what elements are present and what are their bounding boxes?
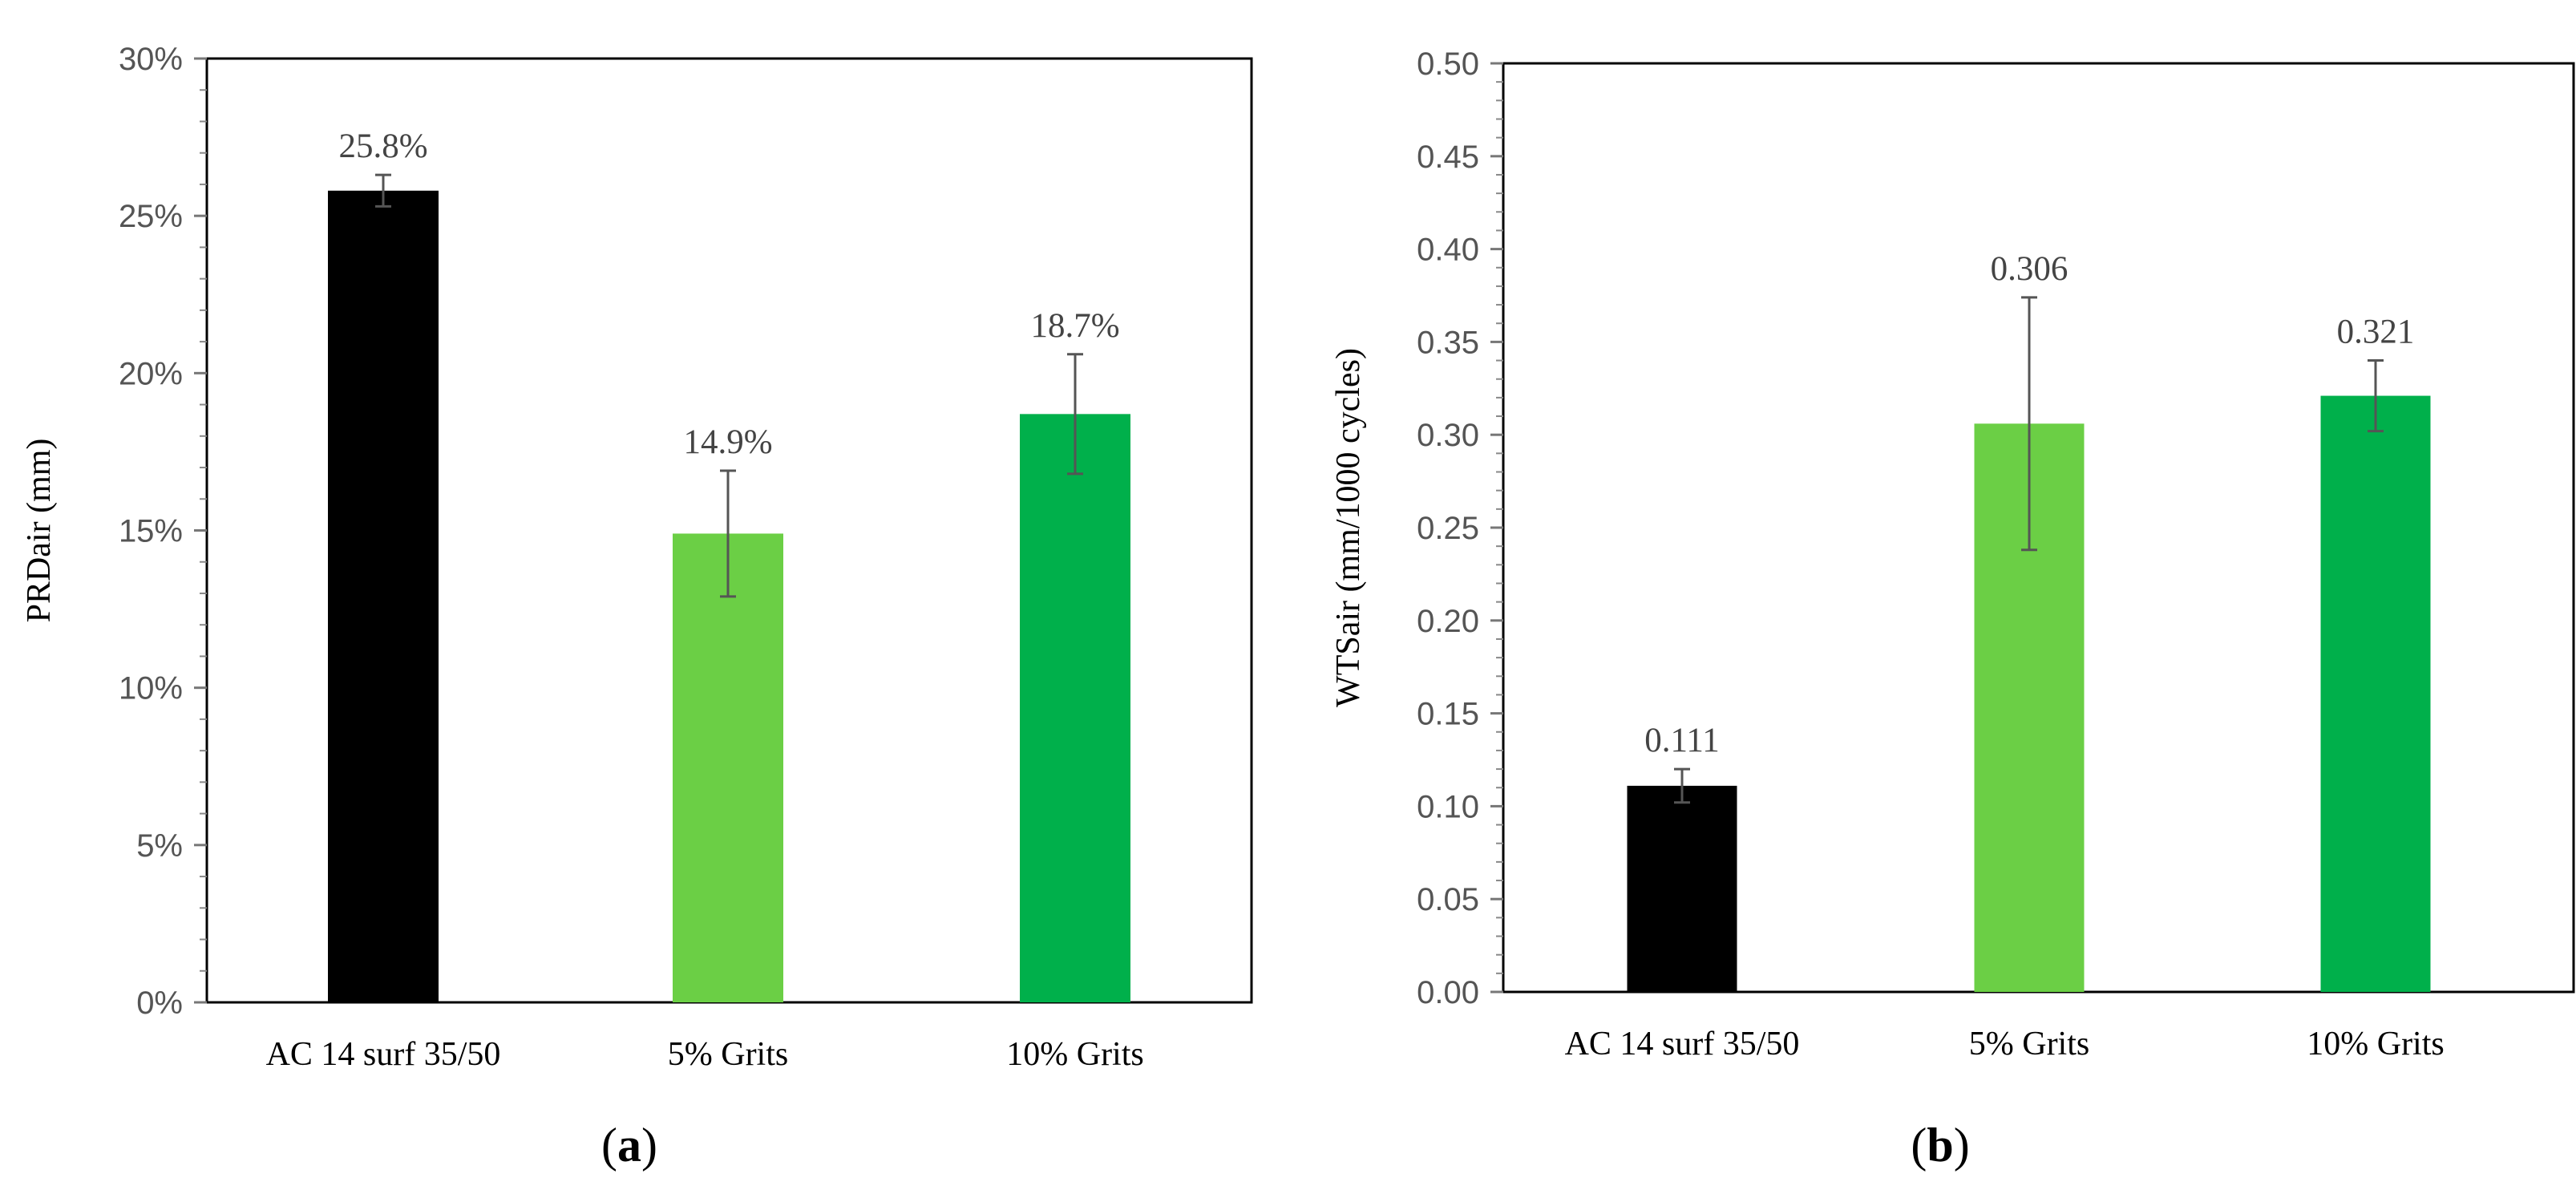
- y-tick-label: 0.05: [1417, 882, 1479, 917]
- x-category-label: 5% Grits: [668, 1036, 789, 1073]
- y-tick-label: 20%: [119, 356, 183, 391]
- y-tick-label: 0.10: [1417, 789, 1479, 824]
- chart-a-prdair: 0% 5% 10% 15% 20% 25% 30% 25.8% AC 14 surf 35/50…: [21, 42, 1253, 1073]
- chart-b-wtsair: 0.00 0.05 0.10 0.15 0.20 0.25 0.30 0.35 0.40 0.45…: [1330, 47, 2575, 1062]
- data-label: 18.7%: [1030, 307, 1119, 345]
- y-tick-label: 10%: [119, 671, 183, 706]
- y-tick-label: 30%: [119, 42, 183, 77]
- y-tick-label: 0.30: [1417, 418, 1479, 453]
- bar-3: [1020, 414, 1130, 1002]
- y-tick-label: 0.50: [1417, 47, 1479, 82]
- y-tick-label: 0.25: [1417, 511, 1479, 546]
- data-label: 25.8%: [338, 127, 427, 165]
- y-tick-label: 0.00: [1417, 975, 1479, 1010]
- y-axis-title: PRDair (mm): [21, 439, 58, 623]
- x-category-label: AC 14 surf 35/50: [266, 1036, 501, 1073]
- data-label: 14.9%: [683, 423, 772, 461]
- bar-2: [673, 533, 783, 1002]
- bar-1: [1627, 785, 1737, 992]
- y-tick-label: 25%: [119, 199, 183, 234]
- y-tick-label: 0.45: [1417, 140, 1479, 175]
- y-tick-label: 0.35: [1417, 325, 1479, 360]
- y-tick-label: 0.40: [1417, 233, 1479, 268]
- y-tick-label: 0.20: [1417, 604, 1479, 639]
- data-label: 0.306: [1991, 250, 2068, 288]
- panel-label-b: (b): [1911, 1119, 1969, 1172]
- panel-label-a: (a): [601, 1119, 657, 1172]
- bar-3: [2320, 395, 2431, 993]
- y-tick-label: 15%: [119, 514, 183, 549]
- x-category-label: AC 14 surf 35/50: [1565, 1026, 1800, 1062]
- y-tick-label: 0.15: [1417, 697, 1479, 732]
- x-category-label: 10% Grits: [2307, 1026, 2445, 1062]
- y-tick-label: 5%: [136, 828, 183, 864]
- bar-1: [328, 190, 439, 1002]
- data-label: 0.321: [2337, 314, 2415, 351]
- x-category-label: 10% Grits: [1006, 1036, 1144, 1073]
- data-label: 0.111: [1644, 722, 1720, 759]
- x-category-label: 5% Grits: [1969, 1026, 2090, 1062]
- y-tick-label: 0%: [136, 986, 183, 1021]
- y-axis-title: WTSair (mm/1000 cycles): [1330, 348, 1367, 707]
